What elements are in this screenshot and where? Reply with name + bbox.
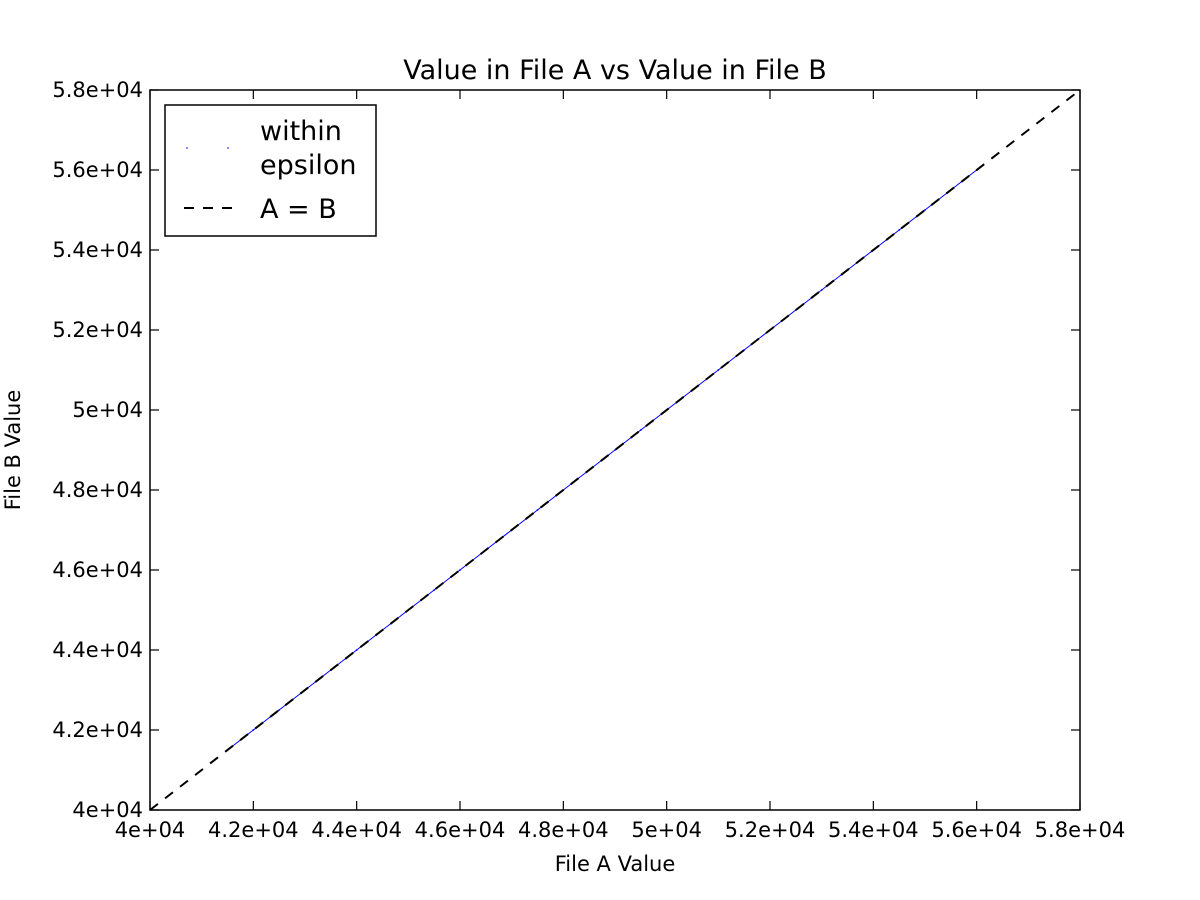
legend-frame [164, 104, 377, 237]
legend-label-a-equals-b: A = B [260, 194, 337, 225]
x-tick-label: 5.2e+04 [725, 818, 816, 842]
data-point-within-epsilon [355, 649, 358, 651]
y-tick-label: 4.4e+04 [52, 638, 143, 662]
chart-title: Value in File A vs Value in File B [403, 55, 827, 86]
data-point-within-epsilon [820, 289, 823, 291]
legend-marker-point [186, 147, 188, 149]
y-tick-label: 4.6e+04 [52, 558, 143, 582]
data-point-within-epsilon [252, 729, 255, 731]
data-point-within-epsilon [536, 509, 539, 511]
x-tick-label: 5.6e+04 [931, 818, 1022, 842]
x-tick-label: 4.4e+04 [311, 818, 402, 842]
data-point-within-epsilon [717, 369, 720, 371]
series-layer [149, 89, 1081, 811]
y-tick-label: 4e+04 [72, 798, 143, 822]
legend-label-epsilon: epsilon [260, 150, 356, 181]
data-point-within-epsilon [898, 229, 901, 231]
y-tick-label: 4.2e+04 [52, 718, 143, 742]
x-tick-label: 4e+04 [115, 818, 186, 842]
x-tick-label: 4.6e+04 [415, 818, 506, 842]
legend-marker-point [227, 147, 229, 149]
data-point-within-epsilon [433, 589, 436, 591]
y-tick-label: 4.8e+04 [52, 478, 143, 502]
x-tick-label: 5.8e+04 [1035, 818, 1126, 842]
x-tick-label: 4.2e+04 [208, 818, 299, 842]
data-point-within-epsilon [924, 209, 926, 211]
x-tick-label: 4.8e+04 [518, 818, 609, 842]
data-point-within-epsilon [278, 709, 281, 711]
y-tick-label: 5e+04 [72, 398, 143, 422]
legend: within epsilon A = B [164, 104, 377, 237]
x-tick-label: 5.4e+04 [828, 818, 919, 842]
plot-frame [149, 89, 1081, 811]
y-tick-label: 5.4e+04 [52, 238, 143, 262]
y-tick-label: 5.8e+04 [52, 78, 143, 102]
y-tick-label: 5.2e+04 [52, 318, 143, 342]
legend-marker-points [186, 147, 229, 149]
y-tick-label: 5.6e+04 [52, 158, 143, 182]
tick-layer: 4e+04 4.2e+04 4.4e+04 4.6e+04 4.8e+04 5e+04 5.… [52, 78, 1125, 842]
x-tick-label: 5e+04 [631, 818, 702, 842]
data-point-within-epsilon [614, 449, 616, 451]
data-point-within-epsilon [639, 429, 642, 431]
legend-label-within: within [260, 116, 342, 147]
data-point-within-epsilon [459, 569, 461, 571]
a-equals-b-dashed-line [149, 89, 1081, 811]
x-axis-label: File A Value [555, 852, 676, 876]
y-axis-label: File B Value [1, 390, 25, 511]
